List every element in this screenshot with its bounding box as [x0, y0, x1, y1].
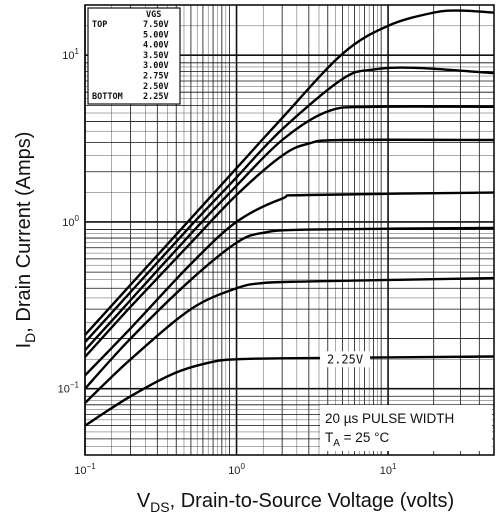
curve-vgs-250v — [84, 276, 495, 404]
legend-entry: 7.50V — [143, 20, 169, 30]
curve-vgs-350v — [84, 138, 495, 358]
x-tick-labels: 10−1 100 101 — [74, 462, 397, 477]
x-tick-base: 10 — [380, 465, 392, 477]
legend-header: VGS — [146, 10, 161, 20]
x-tick-base: 10 — [74, 465, 86, 477]
legend: VGS TOP BOTTOM 7.50V5.00V4.00V3.50V3.00V… — [87, 7, 181, 105]
y-tick-label: 100 — [62, 214, 79, 229]
y-axis-label-rest: , Drain Current (Amps) — [13, 132, 35, 333]
y-tick-base: 10 — [62, 50, 74, 62]
curve-label-background — [320, 351, 371, 368]
x-axis-label-sub: DS — [150, 499, 169, 515]
temperature-subscript: A — [333, 438, 340, 449]
pulse-width-text: 20 µs PULSE WIDTH — [325, 411, 454, 426]
x-axis-label-rest: , Drain-to-Source Voltage (volts) — [170, 490, 455, 512]
y-axis-label-main: I — [13, 343, 35, 349]
legend-top-label: TOP — [92, 20, 107, 30]
y-tick-exponent: 0 — [75, 214, 80, 223]
x-tick-base: 10 — [228, 465, 240, 477]
plot-frame — [84, 4, 495, 456]
y-axis-label: ID, Drain Current (Amps) — [13, 132, 38, 349]
legend-entry: 3.50V — [143, 51, 169, 61]
y-tick-exponent: 1 — [75, 47, 80, 56]
x-tick-exponent: −1 — [87, 462, 97, 471]
y-tick-label: 10−1 — [58, 381, 80, 396]
temperature-symbol: T — [325, 430, 333, 445]
legend-entry: 2.75V — [143, 72, 169, 82]
x-tick-label: 10−1 — [74, 462, 96, 477]
legend-entry: 2.50V — [143, 82, 169, 92]
x-tick-label: 101 — [380, 462, 397, 477]
curve-vgs-750v — [84, 9, 495, 336]
curve-vgs-275v — [84, 226, 495, 390]
x-tick-exponent: 1 — [392, 462, 397, 471]
x-tick-label: 100 — [228, 462, 245, 477]
y-tick-label: 101 — [62, 47, 79, 62]
curve-label-225: 2.25V — [320, 351, 371, 368]
x-axis-label: VDS, Drain-to-Source Voltage (volts) — [137, 490, 454, 515]
legend-entry: 4.00V — [143, 41, 169, 51]
curve-vgs-400v — [84, 105, 495, 352]
legend-entry: 5.00V — [143, 30, 169, 40]
temperature-value: = 25 °C — [340, 430, 390, 445]
y-tick-base: 10 — [62, 217, 74, 229]
x-tick-exponent: 0 — [240, 462, 245, 471]
y-tick-base: 10 — [58, 384, 70, 396]
y-tick-exponent: −1 — [70, 381, 80, 390]
legend-entry: 3.00V — [143, 61, 169, 71]
legend-entry: 2.25V — [143, 92, 169, 102]
temperature-text: TA = 25 °C — [325, 430, 389, 449]
pulse-annotation-background — [320, 405, 492, 451]
y-axis-label-sub: D — [22, 333, 38, 343]
curve-vgs-300v — [84, 191, 495, 377]
x-axis-label-main: V — [137, 490, 151, 512]
curve-label-text: 2.25V — [327, 352, 363, 366]
legend-bottom-label: BOTTOM — [92, 92, 123, 102]
pulse-annotation: 20 µs PULSE WIDTH TA = 25 °C — [320, 405, 492, 451]
curve-vgs-500v — [84, 66, 495, 344]
legend-box — [87, 7, 181, 105]
